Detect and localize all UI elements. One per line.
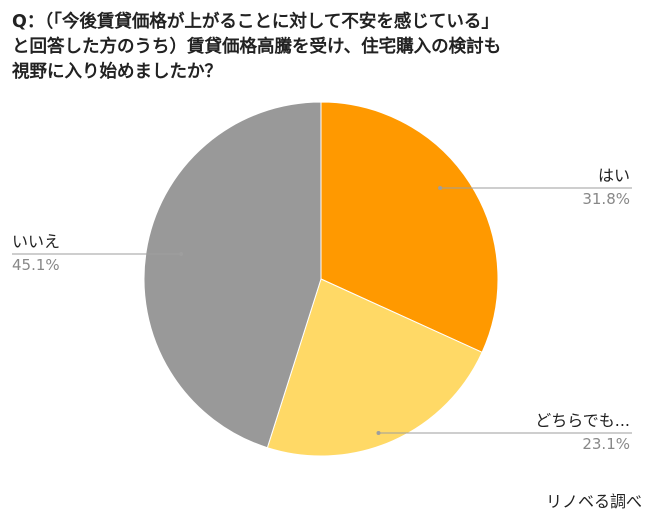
- pie-slice-2: [266, 278, 483, 457]
- chart-title-line-2: と回答した方のうち）賃貸価格高騰を受け、住宅購入の検討も: [12, 37, 502, 57]
- source-note: リノベる調べ: [545, 492, 642, 511]
- leader-dot-slice-1: [438, 186, 443, 190]
- chart-title-line-1: Q：（「今後賃貸価格が上がることに対して不安を感じている」: [12, 12, 499, 32]
- slice-label-slice-3: いいえ: [12, 232, 60, 251]
- pie-slice-3: [143, 101, 322, 449]
- chart-title-line-3: 視野に入り始めましたか？: [12, 62, 222, 82]
- slice-label-slice-2: どちらでも...: [535, 411, 630, 430]
- chart-title: Q：（「今後賃貸価格が上がることに対して不安を感じている」 と回答した方のうち）…: [12, 10, 644, 85]
- pie-slice-1: [320, 101, 499, 354]
- slice-label-slice-1: はい: [598, 166, 630, 185]
- leader-dot-slice-3: [179, 252, 184, 256]
- slice-value-slice-1: 31.8%: [582, 190, 630, 208]
- leader-dot-slice-2: [376, 431, 381, 435]
- slice-value-slice-2: 23.1%: [582, 435, 630, 453]
- slice-value-slice-3: 45.1%: [12, 256, 60, 274]
